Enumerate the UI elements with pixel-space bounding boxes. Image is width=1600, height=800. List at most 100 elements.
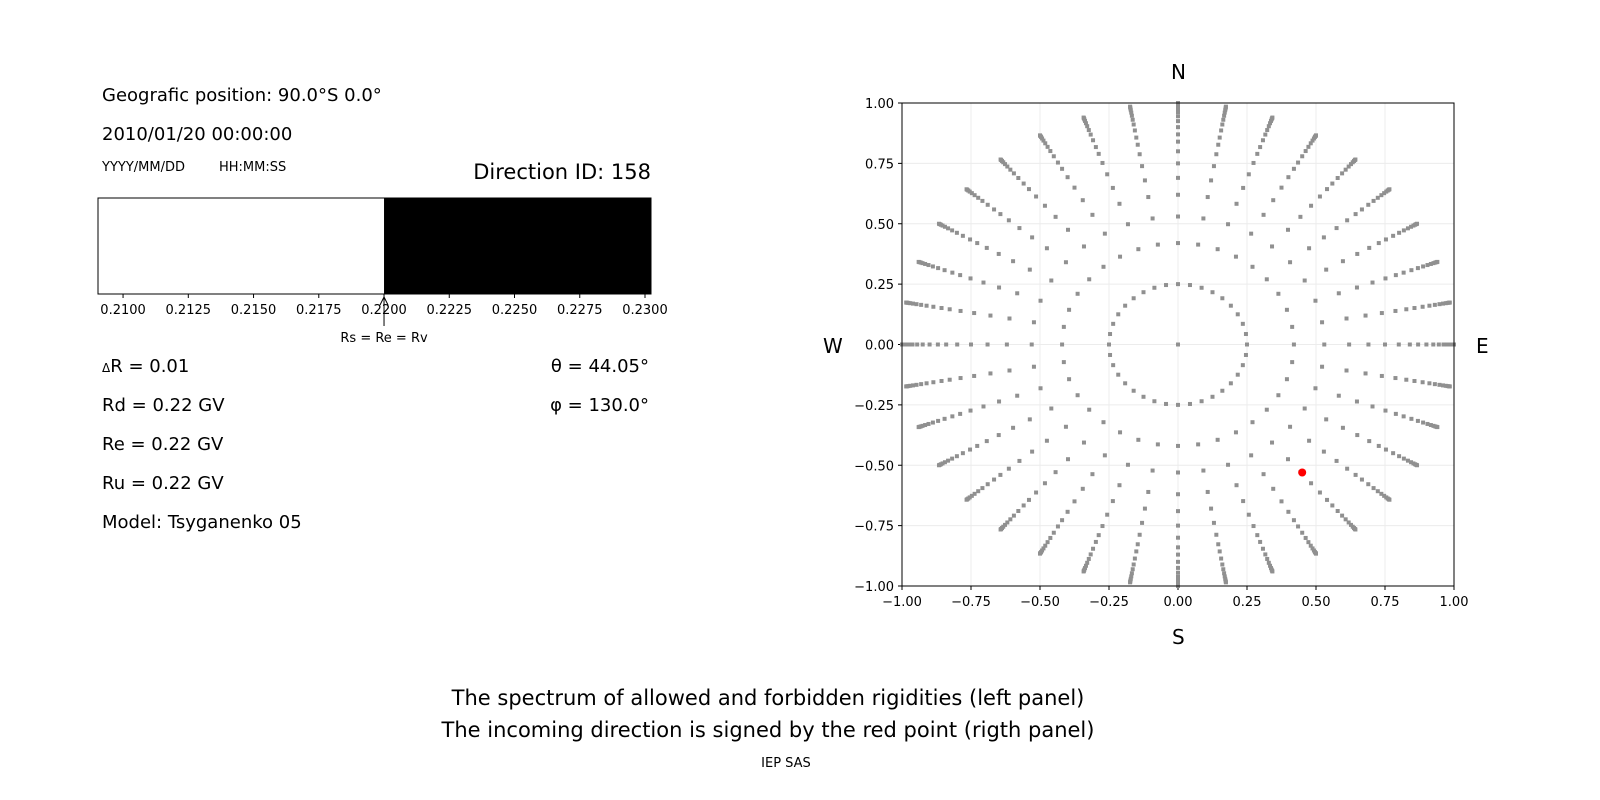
grid-point [910, 383, 915, 388]
grid-point [1387, 187, 1392, 192]
grid-point [1129, 574, 1134, 579]
grid-point [1264, 277, 1269, 282]
grid-point [1034, 490, 1039, 495]
grid-point [998, 212, 1003, 217]
grid-point [975, 241, 980, 246]
grid-point [1317, 490, 1322, 495]
datetime: 2010/01/20 00:00:00 [102, 124, 293, 145]
grid-point [1102, 231, 1107, 236]
date-format-label: YYYY/MM/DD [102, 160, 185, 175]
grid-point [1334, 226, 1339, 231]
grid-point [1072, 499, 1077, 504]
grid-point [1123, 303, 1128, 308]
grid-point [1045, 144, 1050, 149]
grid-point [1216, 542, 1221, 547]
x-tick-label: 0.2225 [427, 303, 473, 318]
grid-point [1130, 567, 1135, 572]
grid-point [1017, 226, 1022, 231]
grid-point [1081, 115, 1086, 120]
grid-point [1066, 457, 1071, 462]
grid-point [1142, 178, 1147, 183]
grid-point [1270, 569, 1275, 574]
grid-point [1314, 133, 1318, 138]
grid-point [1428, 423, 1433, 428]
grid-point [1353, 527, 1358, 532]
grid-point [1176, 214, 1180, 219]
grid-point [960, 233, 965, 238]
grid-point [1415, 266, 1420, 271]
grid-point [919, 382, 924, 387]
x-tick-label: 0.00 [1164, 595, 1193, 610]
grid-point [1096, 533, 1101, 538]
grid-point [924, 303, 929, 308]
cutoff-label: Rs = Re = Rv [340, 331, 428, 346]
grid-point [969, 493, 974, 498]
grid-point [1260, 138, 1265, 143]
grid-point [1228, 381, 1233, 386]
grid-point [1251, 524, 1256, 529]
grid-point [1155, 242, 1160, 247]
grid-point [1367, 245, 1372, 250]
grid-point [1053, 214, 1058, 219]
compass-east: E [1476, 334, 1489, 358]
grid-point [1221, 567, 1226, 572]
grid-point [1176, 161, 1180, 166]
grid-point [1201, 468, 1206, 473]
grid-point [1346, 164, 1351, 169]
x-tick-label: −0.50 [1020, 595, 1060, 610]
grid-point [1043, 141, 1048, 146]
grid-point [1379, 373, 1384, 378]
grid-point [1131, 562, 1136, 567]
grid-point [1102, 453, 1107, 458]
x-tick-label: −0.75 [951, 595, 991, 610]
grid-point [1199, 285, 1204, 290]
grid-point [1271, 486, 1276, 491]
grid-point [924, 381, 929, 386]
grid-point [950, 270, 955, 275]
grid-point [1176, 132, 1180, 137]
grid-point [1065, 175, 1070, 180]
grid-point [1152, 399, 1157, 404]
grid-point [1243, 352, 1248, 357]
grid-point [1353, 212, 1358, 217]
grid-point [1354, 285, 1359, 290]
grid-point [1125, 462, 1130, 467]
grid-point [1288, 424, 1293, 429]
grid-point [1343, 167, 1348, 172]
grid-point [1214, 532, 1219, 537]
grid-point [1355, 433, 1360, 438]
grid-point [1221, 117, 1226, 122]
grid-point [1110, 499, 1115, 504]
grid-point [1432, 302, 1437, 307]
grid-point [981, 404, 986, 409]
grid-point [1083, 563, 1088, 568]
grid-point [1081, 569, 1086, 574]
grid-point [1245, 342, 1249, 347]
grid-point [1279, 185, 1284, 190]
grid-point [1217, 135, 1222, 140]
x-tick-label: 0.2100 [100, 303, 146, 318]
grid-point [1379, 311, 1384, 316]
grid-point [980, 198, 985, 203]
y-tick-label: 0.25 [865, 278, 894, 293]
grid-point [1060, 166, 1065, 171]
grid-point [1176, 241, 1180, 246]
grid-point [1061, 360, 1066, 365]
grid-point [1290, 324, 1295, 329]
grid-point [1030, 449, 1035, 454]
grid-point [1387, 497, 1392, 502]
grid-point [1219, 128, 1224, 133]
grid-point [1228, 303, 1233, 308]
grid-point [936, 266, 941, 271]
grid-point [1336, 291, 1341, 296]
grid-point [1286, 175, 1291, 180]
rigidity-segment-allowed [98, 198, 385, 294]
grid-point [1234, 201, 1239, 206]
grid-point [1340, 171, 1345, 176]
grid-point [1314, 551, 1318, 556]
grid-point [1375, 195, 1380, 200]
grid-point [1424, 342, 1429, 347]
grid-point [1131, 296, 1136, 301]
grid-point [1437, 302, 1442, 307]
grid-point [1176, 282, 1180, 287]
